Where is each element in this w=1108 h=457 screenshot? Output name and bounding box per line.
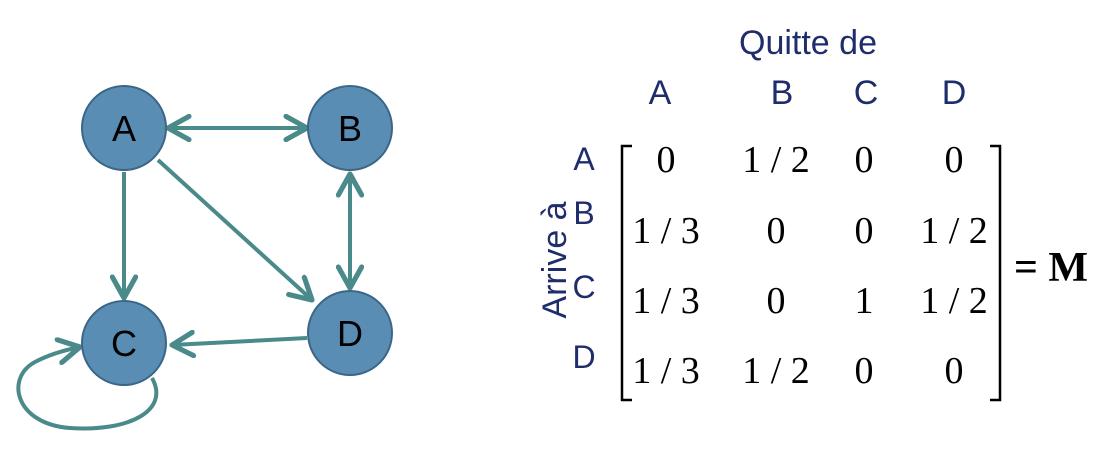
cell-r4-c4: 0 [945,350,964,392]
node-c-label: C [111,323,137,364]
row-header-c: C [572,269,595,305]
equals-m-label: = M [1014,245,1088,291]
column-header-b: B [771,74,794,112]
row-header-b: B [573,195,594,231]
matrix-column-title: Quitte de [739,24,877,62]
matrix-right-bracket [990,144,1002,402]
node-b-label: B [338,108,362,149]
edge-a-d [156,158,312,300]
cell-r3-c2: 0 [767,280,786,322]
cell-r4-c3: 0 [855,350,874,392]
cell-r4-c2: 1 / 2 [742,350,810,392]
matrix-row-title: Arrive à [536,201,574,318]
row-header-d: D [572,339,595,375]
cell-r3-c3: 1 [855,280,874,322]
cell-r3-c1: 1 / 3 [632,280,700,322]
node-c: C [81,300,167,386]
matrix-cells: 0 1 / 2 0 0 1 / 3 0 0 1 / 2 1 / 3 0 1 1 … [632,139,988,392]
cell-r2-c1: 1 / 3 [632,210,700,252]
column-header-a: A [649,74,672,112]
column-header-c: C [854,74,879,112]
cell-r1-c2: 1 / 2 [742,139,810,181]
column-header-d: D [942,74,967,112]
matrix-left-bracket [620,144,632,402]
graph-edges [16,128,350,431]
cell-r2-c4: 1 / 2 [920,210,988,252]
node-d-label: D [337,313,363,354]
cell-r3-c4: 1 / 2 [920,280,988,322]
row-header-a: A [573,141,595,177]
cell-r1-c4: 0 [945,139,964,181]
edge-d-c [172,338,308,345]
node-d: D [307,290,393,376]
cell-r1-c1: 0 [657,139,676,181]
edge-c-c-loop [16,347,159,431]
cell-r4-c1: 1 / 3 [632,350,700,392]
cell-r1-c3: 0 [855,139,874,181]
cell-r2-c2: 0 [767,210,786,252]
cell-r2-c3: 0 [855,210,874,252]
node-b: B [307,85,393,171]
node-a: A [81,85,167,171]
node-a-label: A [112,108,136,149]
